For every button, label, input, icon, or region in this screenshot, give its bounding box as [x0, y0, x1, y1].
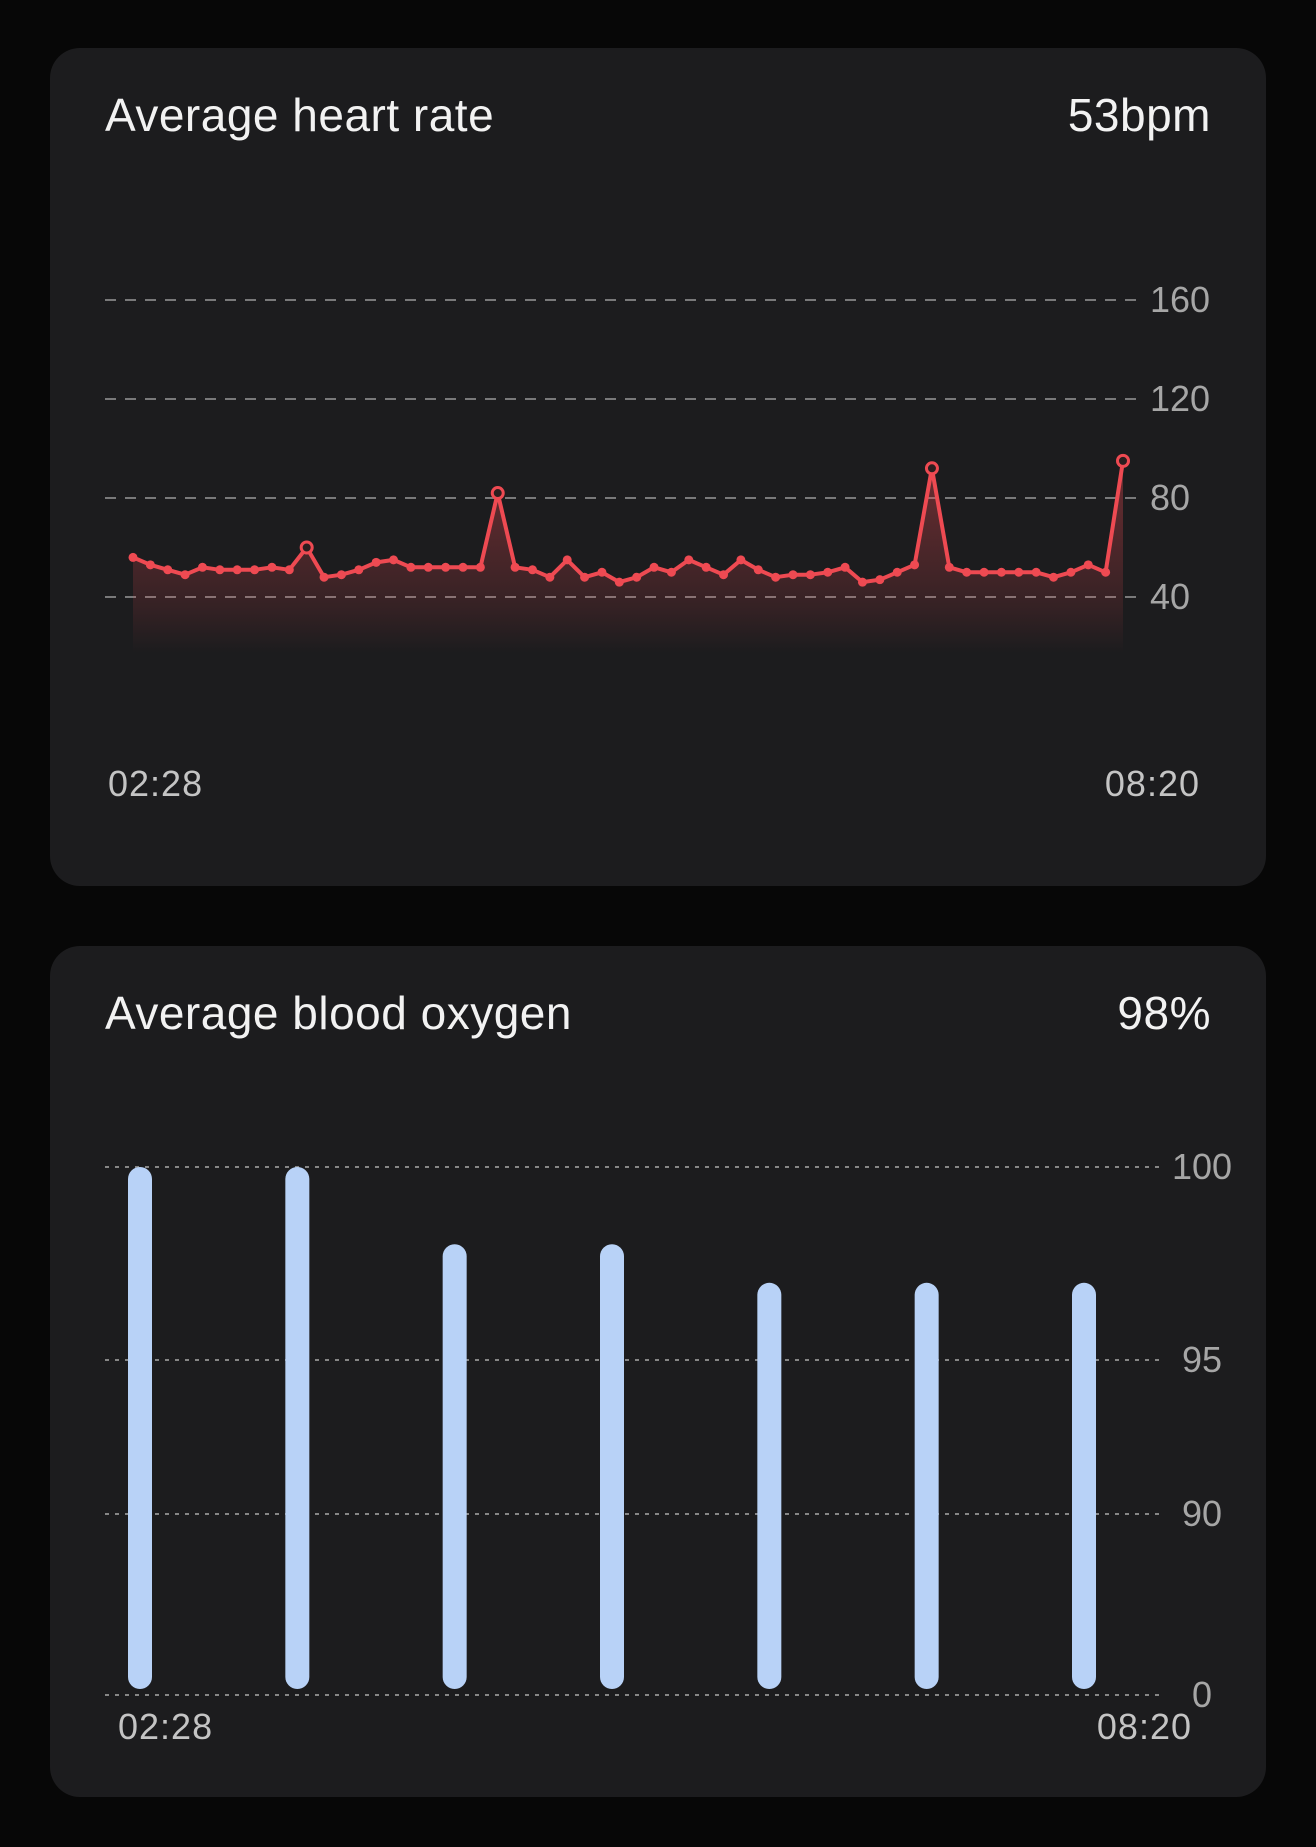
blood-oxygen-card-header: Average blood oxygen 98%	[50, 946, 1266, 1039]
blood-oxygen-chart: 100 95 90 0	[105, 1146, 1232, 1715]
heart-rate-card-header: Average heart rate 53bpm	[50, 48, 1266, 141]
blood-oxygen-time-end: 08:20	[1096, 1706, 1192, 1747]
svg-text:120: 120	[1150, 378, 1210, 419]
heart-rate-time-start: 02:28	[108, 763, 204, 804]
svg-text:80: 80	[1150, 477, 1190, 518]
heart-rate-time-end: 08:20	[1104, 763, 1200, 804]
blood-oxygen-time-start: 02:28	[118, 1706, 214, 1747]
heart-rate-title: Average heart rate	[105, 89, 495, 141]
heart-rate-chart: 160 120 80 40	[105, 279, 1210, 653]
heart-rate-average-value: 53bpm	[1067, 89, 1211, 141]
blood-oxygen-card[interactable]: Average blood oxygen 98% 100 95 90 0 02:28 …	[50, 946, 1266, 1797]
svg-text:100: 100	[1172, 1146, 1232, 1187]
blood-oxygen-title: Average blood oxygen	[105, 987, 572, 1039]
svg-text:0: 0	[1192, 1674, 1212, 1715]
blood-oxygen-average-value: 98%	[1117, 987, 1211, 1039]
svg-text:95: 95	[1182, 1339, 1222, 1380]
svg-text:90: 90	[1182, 1493, 1222, 1534]
svg-text:160: 160	[1150, 279, 1210, 320]
heart-rate-card[interactable]: Average heart rate 53bpm 160 120 80 40 02:2…	[50, 48, 1266, 886]
svg-text:40: 40	[1150, 576, 1190, 617]
